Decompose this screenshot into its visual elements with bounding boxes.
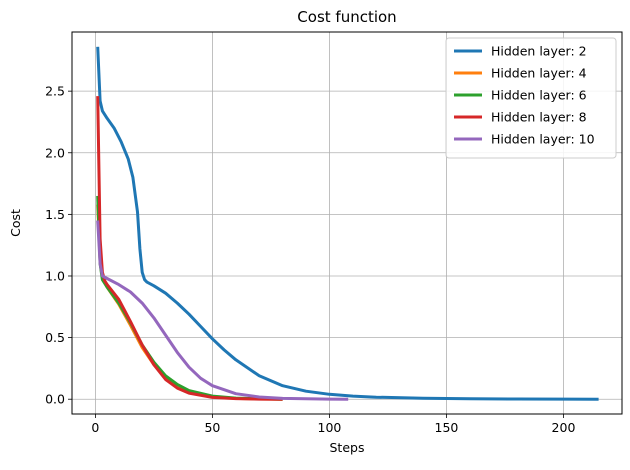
x-tick-label: 100 [318, 420, 342, 435]
y-tick-label: 2.5 [45, 84, 65, 99]
legend-entry: Hidden layer: 10 [491, 132, 595, 147]
series-line-1 [96, 46, 599, 401]
y-tick-label: 0.0 [45, 392, 65, 407]
chart-title: Cost function [297, 8, 396, 26]
x-tick-label: 50 [204, 420, 220, 435]
legend-entry: Hidden layer: 6 [491, 88, 587, 103]
y-tick-label: 0.5 [45, 330, 65, 345]
series-lines [96, 46, 599, 401]
x-axis-label: Steps [330, 440, 365, 455]
series-line-5 [96, 220, 349, 401]
legend-entry: Hidden layer: 2 [491, 44, 587, 59]
plot-frame [71, 31, 623, 415]
y-tick-label: 2.0 [45, 145, 65, 160]
x-tick-label: 0 [91, 420, 99, 435]
x-tick-label: 200 [552, 420, 576, 435]
y-axis-ticks: 0.0 0.5 1.0 1.5 2.0 2.5 [45, 84, 72, 407]
y-tick-label: 1.0 [45, 268, 65, 283]
legend-entry: Hidden layer: 4 [491, 66, 587, 81]
y-axis-label: Cost [8, 209, 23, 237]
legend: Hidden layer: 2 Hidden layer: 4 Hidden lay… [445, 37, 617, 159]
y-tick-label: 1.5 [45, 207, 65, 222]
legend-entry: Hidden layer: 8 [491, 110, 587, 125]
x-axis-ticks: 0 50 100 150 200 [91, 414, 575, 435]
x-tick-label: 150 [435, 420, 459, 435]
legend-box [445, 37, 617, 159]
